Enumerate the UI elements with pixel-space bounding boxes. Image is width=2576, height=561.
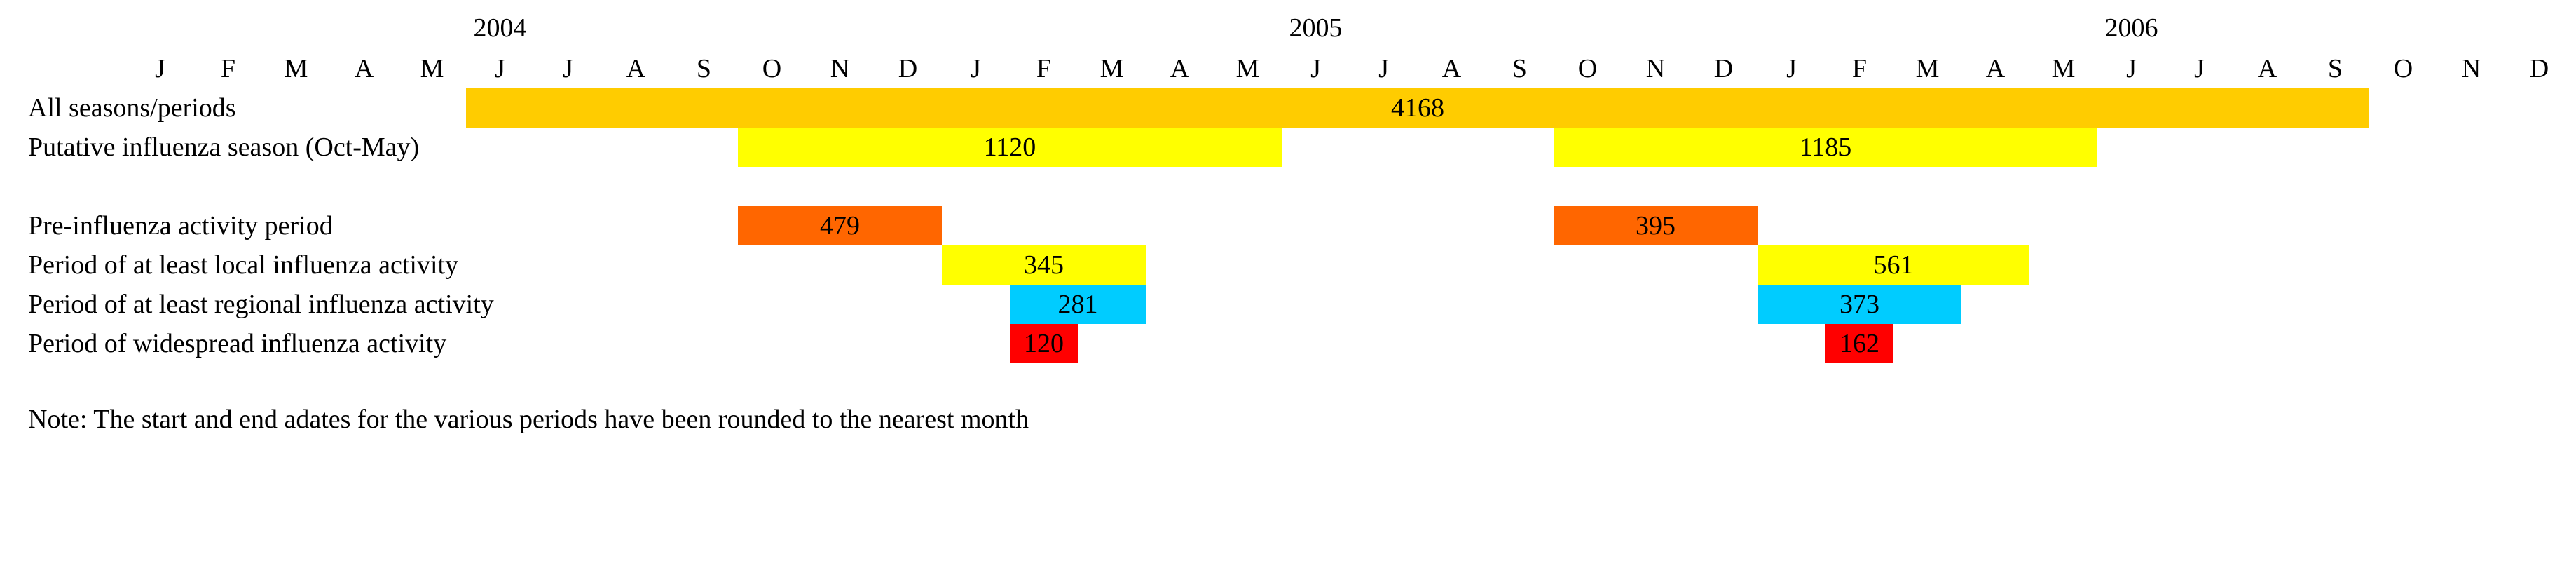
month-label: N — [830, 54, 850, 83]
year-label: 2005 — [1289, 13, 1343, 43]
month-label: D — [2529, 54, 2549, 83]
period-bar: 395 — [1554, 206, 1758, 245]
period-bar: 281 — [1010, 285, 1146, 324]
row-label: Period of at least regional influenza ac… — [28, 290, 494, 319]
month-label: A — [1441, 54, 1462, 83]
year-label: 2004 — [473, 13, 527, 43]
month-label: M — [284, 54, 308, 83]
period-bar: 561 — [1758, 245, 2029, 285]
row-label: Period of widespread influenza activity — [28, 329, 447, 358]
month-label: N — [2461, 54, 2481, 83]
month-label: J — [2194, 54, 2205, 83]
period-bar: 1120 — [738, 128, 1282, 167]
month-label: O — [1577, 54, 1598, 83]
month-label: S — [2327, 54, 2343, 83]
month-label: F — [1036, 54, 1052, 83]
year-label: 2006 — [2104, 13, 2158, 43]
month-label: M — [420, 54, 444, 83]
month-label: S — [696, 54, 712, 83]
row-label: Putative influenza season (Oct-May) — [28, 133, 420, 162]
month-label: M — [1235, 54, 1260, 83]
month-label: O — [2393, 54, 2413, 83]
month-label: M — [1099, 54, 1124, 83]
month-label: M — [1915, 54, 1940, 83]
period-bar: 373 — [1758, 285, 1961, 324]
month-label: J — [1310, 54, 1321, 83]
row-label: Pre-influenza activity period — [28, 211, 333, 241]
row-label: Period of at least local influenza activ… — [28, 250, 459, 280]
period-bar: 1185 — [1554, 128, 2097, 167]
month-label: A — [626, 54, 646, 83]
month-label: D — [898, 54, 918, 83]
month-label: F — [220, 54, 236, 83]
month-label: J — [563, 54, 573, 83]
month-label: O — [762, 54, 782, 83]
period-bar: 162 — [1825, 324, 1893, 363]
month-label: A — [2257, 54, 2277, 83]
month-label: N — [1645, 54, 1666, 83]
period-bar: 120 — [1010, 324, 1078, 363]
month-label: J — [971, 54, 981, 83]
month-label: M — [2051, 54, 2076, 83]
month-label: A — [354, 54, 374, 83]
month-label: A — [1985, 54, 2006, 83]
month-label: A — [1170, 54, 1190, 83]
month-label: J — [2126, 54, 2137, 83]
footnote: Note: The start and end adates for the v… — [28, 405, 1029, 434]
month-label: J — [1786, 54, 1797, 83]
month-label: J — [495, 54, 505, 83]
row-label: All seasons/periods — [28, 93, 236, 123]
period-bar: 479 — [738, 206, 942, 245]
period-bar: 345 — [942, 245, 1146, 285]
month-label: J — [155, 54, 165, 83]
month-label: J — [1378, 54, 1389, 83]
month-label: S — [1512, 54, 1528, 83]
period-bar: 4168 — [466, 88, 2369, 128]
month-label: D — [1713, 54, 1734, 83]
month-label: F — [1851, 54, 1868, 83]
